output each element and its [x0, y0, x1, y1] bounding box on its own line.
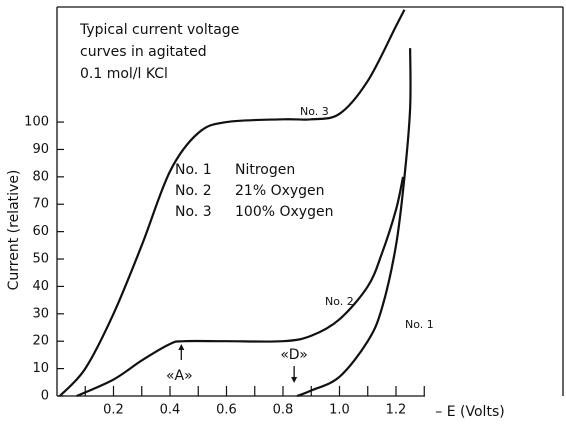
curve-label: No. 1	[405, 318, 434, 331]
legend-description: 21% Oxygen	[235, 183, 325, 199]
arrow-d-head	[291, 377, 298, 383]
x-tick-label: 0.4	[160, 403, 181, 418]
title-line: Typical current voltage	[79, 22, 239, 38]
y-tick-label: 100	[24, 115, 49, 130]
x-tick-label: 1.0	[329, 403, 350, 418]
y-tick-label: 30	[32, 306, 49, 321]
annotation: «D»	[280, 347, 307, 363]
y-tick-label: 70	[32, 197, 49, 212]
curve-label: No. 3	[300, 105, 329, 118]
y-tick-label: 90	[32, 142, 49, 157]
curve	[59, 9, 406, 397]
legend-description: Nitrogen	[235, 162, 295, 178]
y-tick-label: 40	[32, 279, 49, 294]
y-axis-label: Current (relative)	[6, 170, 22, 291]
x-tick-label: 1.2	[386, 403, 407, 418]
y-tick-label: 10	[32, 361, 49, 376]
arrow-a-head	[178, 344, 185, 350]
x-tick-label: 0.8	[273, 403, 294, 418]
curve-label: No. 2	[325, 295, 354, 308]
annotation: «A»	[166, 368, 193, 384]
title-line: curves in agitated	[80, 44, 207, 60]
legend-name: No. 2	[175, 183, 212, 199]
x-tick-label: 0.2	[103, 403, 124, 418]
y-tick-label: 60	[32, 224, 49, 239]
y-tick-label: 80	[32, 169, 49, 184]
title-line: 0.1 mol/l KCl	[80, 66, 168, 82]
curve	[296, 48, 412, 398]
x-axis-label: – E (Volts)	[435, 404, 504, 420]
legend-name: No. 3	[175, 204, 212, 220]
legend-name: No. 1	[175, 162, 212, 178]
y-tick-label: 0	[41, 389, 49, 404]
y-tick-label: 20	[32, 334, 49, 349]
x-tick-label: 0.6	[216, 403, 237, 418]
curve	[76, 176, 405, 398]
y-tick-label: 50	[32, 252, 49, 267]
legend-description: 100% Oxygen	[235, 204, 333, 220]
